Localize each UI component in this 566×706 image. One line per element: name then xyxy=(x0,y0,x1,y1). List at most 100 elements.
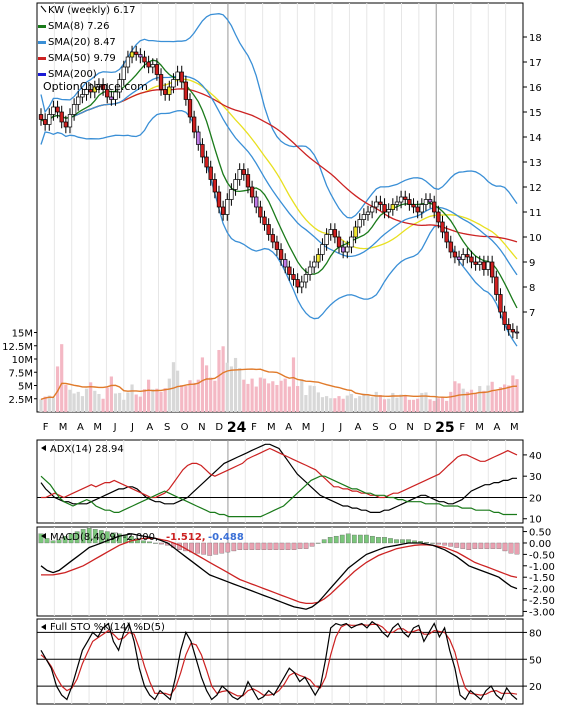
volume-bar xyxy=(349,393,354,412)
candle-body xyxy=(237,169,242,180)
volume-bar xyxy=(55,366,60,412)
candle-body xyxy=(336,236,342,248)
price-tick-label: 17 xyxy=(529,58,542,69)
volume-bar xyxy=(213,380,217,412)
x-tick-label: S xyxy=(372,422,378,433)
candle-body xyxy=(96,84,102,88)
macd-histogram-bar xyxy=(303,542,309,549)
macd-histogram-bar xyxy=(86,527,92,544)
indicator-tick-label: 0.00 xyxy=(529,539,551,550)
volume-bar xyxy=(469,389,474,412)
volume-bar xyxy=(258,377,262,412)
macd-histogram-bar xyxy=(243,542,249,550)
volume-bar xyxy=(320,397,325,412)
candle-body xyxy=(295,279,300,288)
volume-bar xyxy=(163,388,167,412)
price-tick-label: 16 xyxy=(529,83,542,94)
x-tick-label: A xyxy=(355,422,362,433)
x-tick-label: F xyxy=(251,422,257,433)
volume-bar xyxy=(105,387,109,412)
indicator-tick-label: 0.50 xyxy=(529,528,551,539)
candle-body xyxy=(436,211,441,223)
macd-legend-signal: -1.512, xyxy=(166,532,206,543)
candle-body xyxy=(105,89,110,98)
volume-tick-label: 15M xyxy=(12,329,33,340)
volume-bar xyxy=(225,362,229,412)
volume-bar xyxy=(147,379,151,412)
volume-bar xyxy=(271,381,275,412)
volume-bar xyxy=(229,366,233,412)
candle-body xyxy=(316,254,321,263)
candle-body xyxy=(494,276,499,295)
candle-body xyxy=(191,116,197,133)
volume-bar xyxy=(39,399,43,412)
volume-bar xyxy=(84,388,89,412)
macd-histogram-bar xyxy=(508,542,514,554)
volume-bar xyxy=(502,384,507,412)
volume-bar xyxy=(118,392,122,412)
volume-bar xyxy=(486,385,490,412)
macd-histogram-bar xyxy=(231,542,237,552)
candle-body xyxy=(92,86,97,93)
macd-histogram-bar xyxy=(297,542,303,549)
legend-label: SMA(50) 9.79 xyxy=(48,53,116,64)
candle-body xyxy=(146,61,151,68)
candle-body xyxy=(456,256,462,260)
adx-di-line xyxy=(40,475,517,518)
volume-bar xyxy=(395,397,399,412)
macd-histogram-bar xyxy=(153,542,158,544)
price-panel: 7 8 9 10 11 12 13 14 15 16 17 18 15M 12.5M 10M 7.5M 5M 2… xyxy=(2,2,542,413)
indicator-tick-label: -3.00 xyxy=(529,607,555,618)
x-tick-label: A xyxy=(146,422,153,433)
candle-body xyxy=(452,251,458,258)
candle-body xyxy=(374,201,379,208)
volume-bar xyxy=(254,386,258,412)
x-tick-label: J xyxy=(338,422,342,433)
indicator-tick-label: 40 xyxy=(529,451,542,462)
price-tick-label: 8 xyxy=(529,283,535,294)
macd-histogram-bar xyxy=(351,534,357,544)
volume-bar xyxy=(60,344,64,412)
candle-body xyxy=(163,89,168,95)
volume-bar xyxy=(171,362,176,412)
volume-bar xyxy=(287,386,291,412)
volume-bar xyxy=(482,390,486,412)
volume-bars xyxy=(39,344,519,412)
volume-bar xyxy=(262,378,267,412)
candle-body xyxy=(353,226,358,238)
candle-body xyxy=(427,199,433,203)
volume-bar xyxy=(362,393,366,412)
volume-bar xyxy=(449,391,453,412)
volume-bar xyxy=(325,396,329,412)
candle-body xyxy=(71,104,77,115)
volume-bar xyxy=(382,399,387,412)
macd-histogram-bar xyxy=(50,540,56,544)
volume-bar xyxy=(337,396,341,412)
candle-body xyxy=(204,156,209,168)
x-tick-label: J xyxy=(321,422,325,433)
volume-tick-label: 7.5M xyxy=(8,368,33,379)
volume-bar xyxy=(474,392,478,412)
candle-body xyxy=(150,64,155,68)
candle-body xyxy=(341,246,346,253)
candle-body xyxy=(109,96,114,100)
candle-body xyxy=(324,234,329,245)
x-tick-label: M xyxy=(93,422,102,433)
volume-bar xyxy=(457,383,461,412)
x-tick-label: 24 xyxy=(227,420,247,436)
x-tick-label: F xyxy=(459,422,465,433)
legend-line-marker xyxy=(38,41,46,44)
legend-label: SMA(8) 7.26 xyxy=(48,21,109,32)
candle-body xyxy=(287,266,292,275)
candle-body xyxy=(117,79,122,93)
volume-bar xyxy=(494,390,498,412)
volume-bar xyxy=(378,395,383,412)
macd-histogram-bar xyxy=(315,542,321,544)
candle-body xyxy=(398,196,404,203)
x-tick-label: O xyxy=(181,422,189,433)
price-candles xyxy=(38,45,520,339)
volume-bar xyxy=(267,383,271,412)
volume-bar xyxy=(353,398,358,412)
price-legend: KW (weekly) 6.17 SMA(8) 7.26 SMA(20) 8.47 S… xyxy=(38,5,136,80)
macd-histogram-bar xyxy=(44,538,50,544)
